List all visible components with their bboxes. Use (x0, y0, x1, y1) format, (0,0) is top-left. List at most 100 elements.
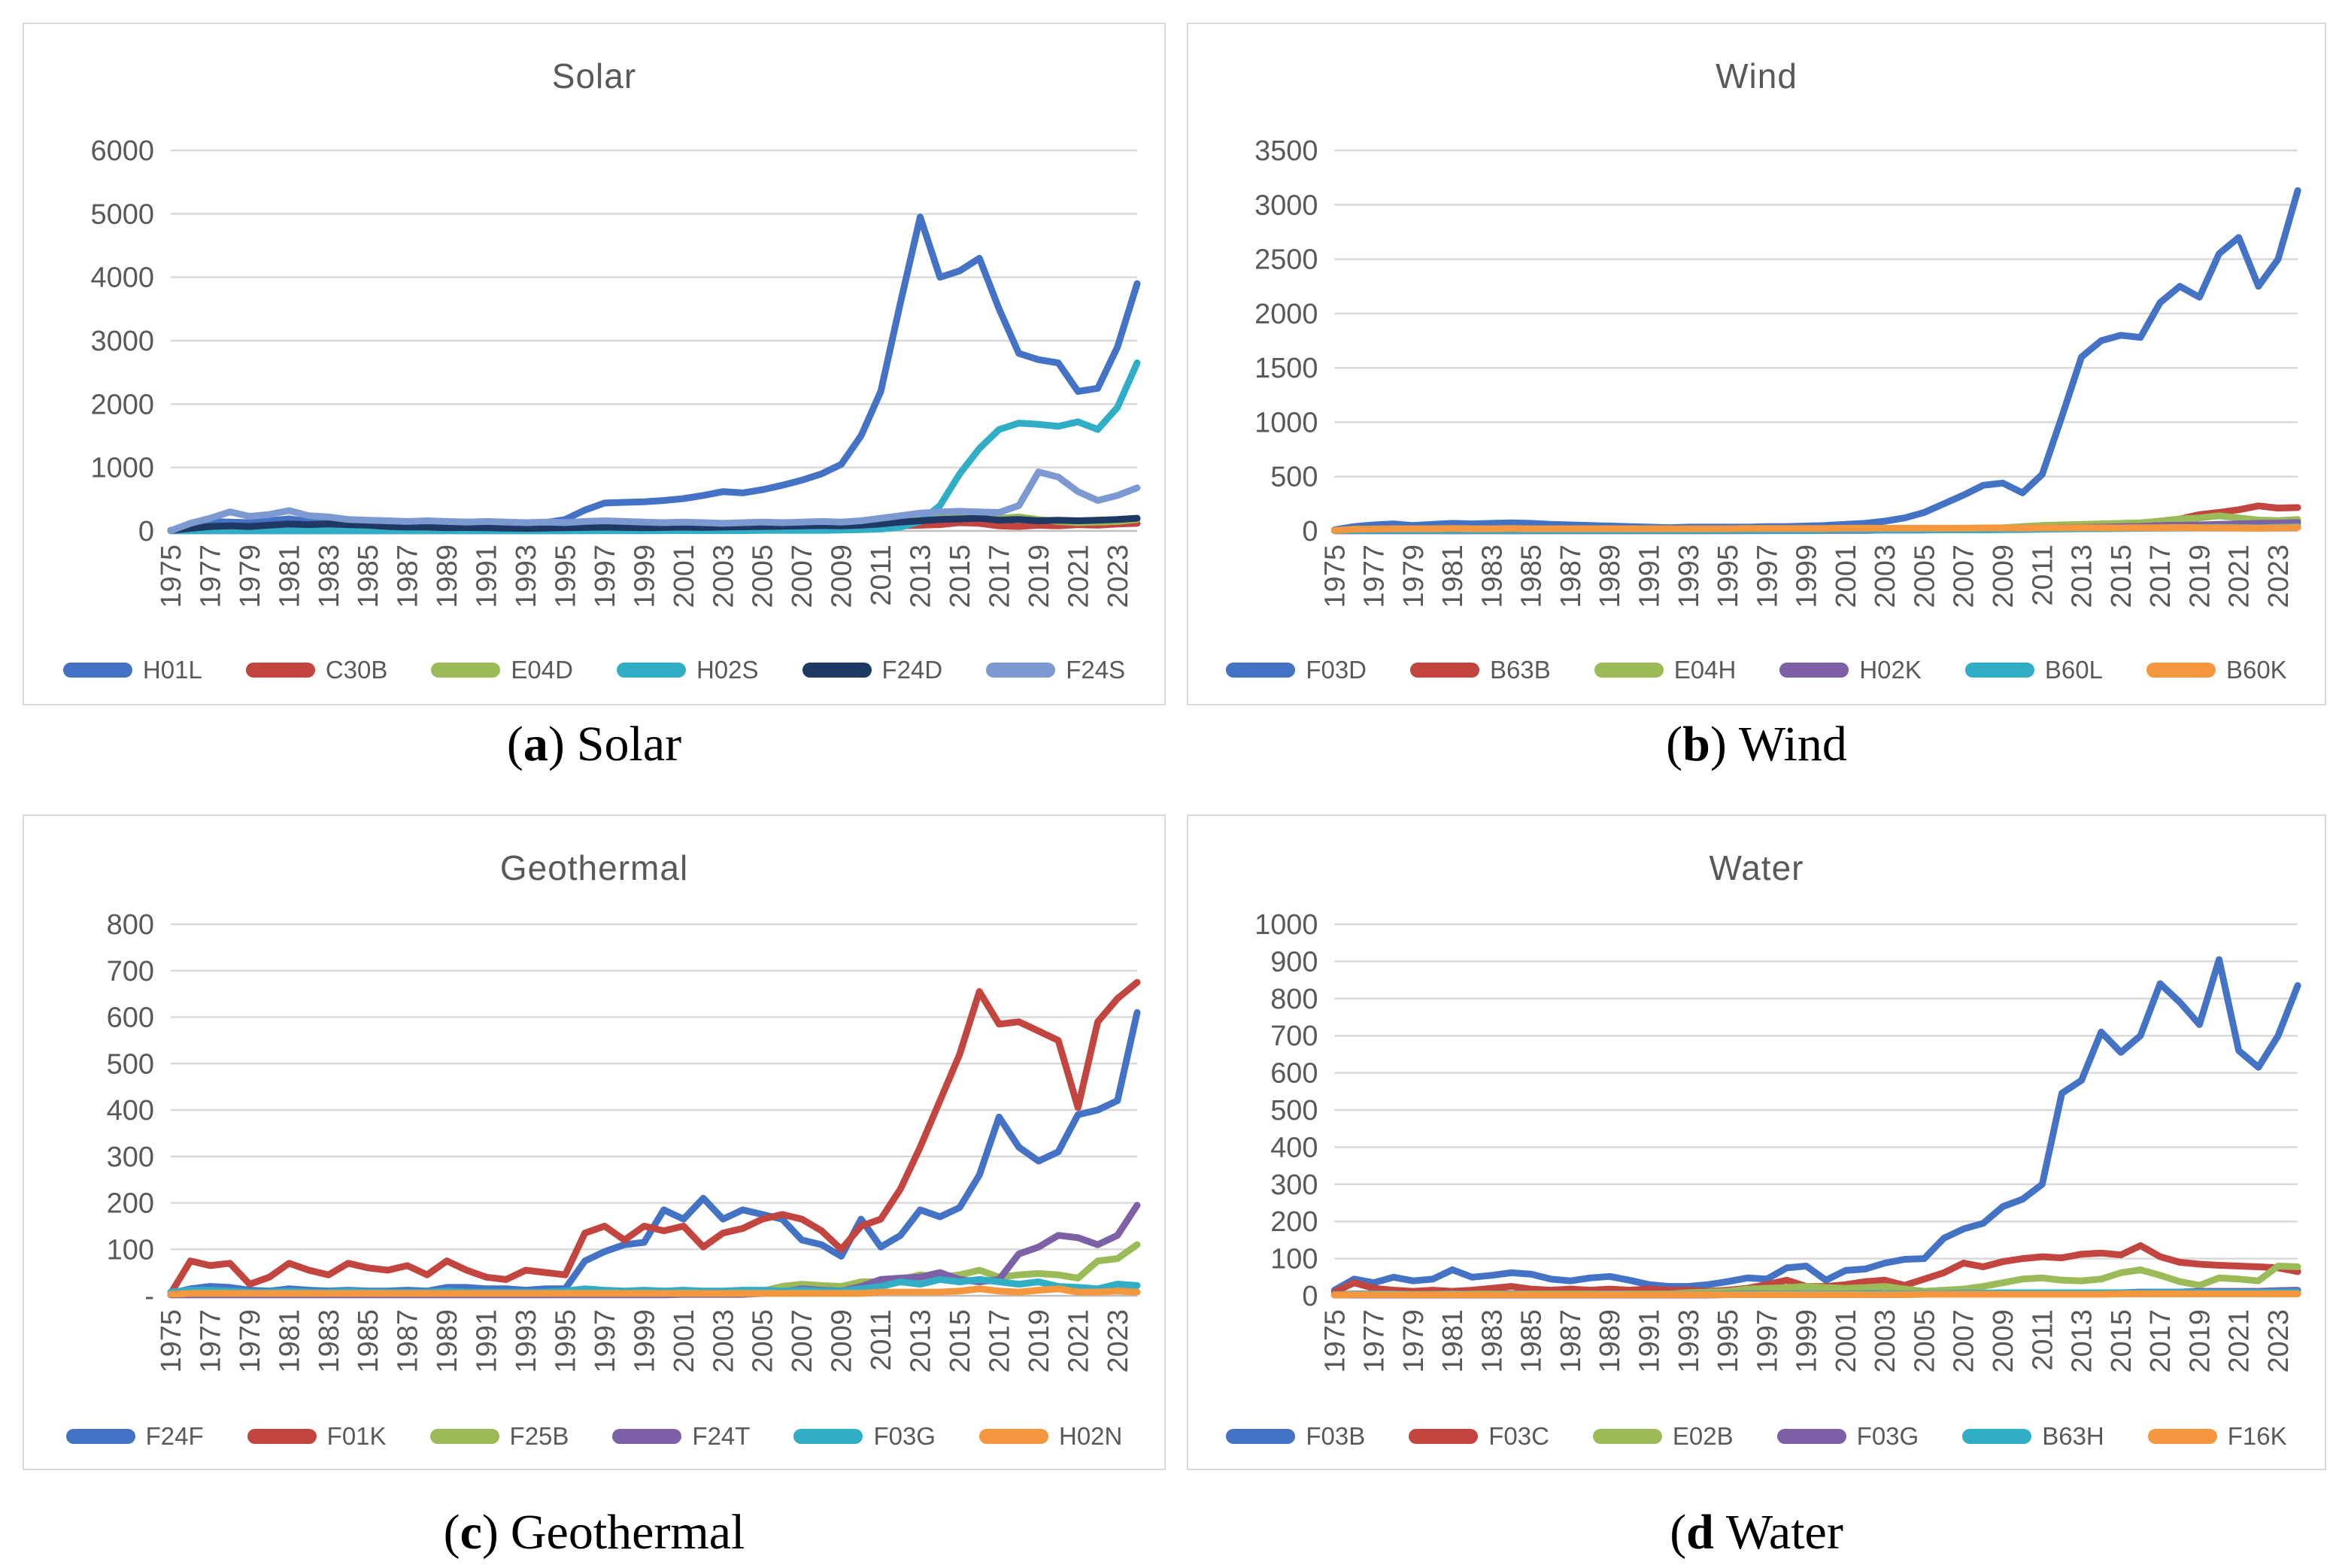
legend-item-H02S: H02S (616, 656, 759, 684)
x-tick-label: 1985 (353, 544, 384, 608)
legend-item-B63H: B63H (1962, 1422, 2104, 1451)
x-tick-label: 1999 (629, 1309, 660, 1373)
x-tick-label: 2023 (1103, 544, 1134, 608)
legend-swatch-icon (1962, 1429, 2032, 1444)
x-tick-label: 2021 (2224, 544, 2256, 608)
legend-swatch-icon (1964, 663, 2034, 678)
y-tick-label: 1000 (1254, 909, 1318, 941)
legend-item-H01L: H01L (62, 656, 202, 684)
y-tick-label: 100 (107, 1234, 154, 1266)
x-tick-label: 2023 (2263, 1309, 2295, 1373)
legend-label: C30B (325, 656, 388, 684)
y-tick-label: 500 (1270, 462, 1318, 493)
x-tick-label: 1987 (1555, 544, 1587, 608)
x-tick-label: 2019 (1024, 1309, 1055, 1373)
legend-item-F03G: F03G (1776, 1422, 1919, 1451)
x-tick-label: 1983 (314, 1309, 345, 1373)
legend-label: F01K (326, 1422, 387, 1450)
legend-label: E04D (511, 656, 573, 684)
water-chart-title: Water (1709, 848, 1804, 887)
legend-swatch-icon (1409, 1429, 1479, 1444)
x-tick-label: 2015 (2106, 1309, 2137, 1373)
legend-swatch-icon (247, 1429, 317, 1444)
caption-letter: b (1682, 717, 1710, 772)
y-tick-label: 400 (1270, 1132, 1318, 1163)
caption-paren: ( (1666, 717, 1683, 772)
x-tick-label: 2017 (984, 1309, 1015, 1373)
x-tick-label: 1985 (353, 1309, 384, 1373)
series-line-H01L (167, 214, 1141, 535)
legend-swatch-icon (65, 1429, 135, 1444)
caption-wind: (b) Wind (1187, 716, 2326, 773)
x-tick-label: 2019 (2184, 544, 2216, 608)
x-tick-label: 2015 (2106, 544, 2137, 608)
x-tick-label: 2011 (2027, 544, 2058, 606)
legend-item-B60K: B60K (2146, 656, 2287, 684)
legend-item-B63B: B63B (1410, 656, 1551, 684)
caption-label: Geothermal (510, 1505, 745, 1560)
legend-label: F16K (2227, 1422, 2287, 1450)
legend-item-F16K: F16K (2147, 1422, 2287, 1451)
x-tick-label: 1995 (1713, 544, 1744, 608)
x-tick-label: 1979 (235, 1309, 266, 1373)
x-tick-label: 1975 (1319, 544, 1351, 608)
y-tick-label: 4000 (90, 262, 154, 294)
x-tick-label: 2005 (1909, 1309, 1940, 1373)
legend-label: F24T (692, 1422, 751, 1450)
legend-swatch-icon (245, 663, 315, 678)
legend-swatch-icon (978, 1429, 1048, 1444)
x-tick-label: 1977 (195, 1309, 226, 1373)
x-tick-label: 1977 (1359, 1309, 1391, 1373)
legend-swatch-icon (1776, 1429, 1846, 1444)
y-tick-label: 1000 (1254, 407, 1318, 438)
y-tick-label: 2500 (1254, 244, 1318, 276)
caption-paren: ) (481, 1505, 499, 1560)
x-tick-label: 2019 (1024, 544, 1055, 608)
x-tick-label: 1983 (314, 544, 345, 608)
x-tick-label: 1977 (195, 544, 226, 608)
x-tick-label: 2021 (1063, 544, 1094, 608)
legend-swatch-icon (1592, 1429, 1662, 1444)
solar-chart-panel: Solar 0 1000 2000 3000 4000 5000 6000 1975 1977 1… (23, 23, 1166, 705)
x-tick-label: 1993 (1673, 544, 1705, 608)
solar-chart-canvas: 0 1000 2000 3000 4000 5000 6000 1975 1977 1979 198… (90, 135, 1141, 608)
caption-solar: (a) Solar (23, 716, 1166, 773)
y-tick-label: 100 (1270, 1244, 1318, 1275)
x-tick-label: 2001 (669, 1309, 700, 1373)
y-tick-label: 800 (107, 909, 154, 941)
legend-label: E04H (1673, 656, 1737, 684)
x-tick-label: 1985 (1516, 1309, 1548, 1373)
x-tick-label: 1981 (1437, 544, 1469, 608)
legend-swatch-icon (431, 663, 501, 678)
y-tick-label: 600 (107, 1002, 154, 1034)
x-tick-label: 2013 (2067, 1309, 2098, 1373)
x-tick-label: 1989 (432, 1309, 463, 1373)
x-tick-label: 1997 (590, 1309, 621, 1373)
y-tick-label: 300 (107, 1142, 154, 1173)
legend-swatch-icon (986, 663, 1056, 678)
y-tick-label: 700 (1270, 1021, 1318, 1052)
legend-item-F24T: F24T (612, 1422, 750, 1451)
x-tick-label: 2019 (2184, 1309, 2216, 1373)
legend-label: B60K (2225, 656, 2287, 684)
y-tick-label: 0 (1302, 516, 1318, 547)
x-tick-label: 2013 (906, 1309, 937, 1373)
x-tick-label: 2011 (866, 544, 897, 606)
legend-item-F25B: F25B (429, 1422, 569, 1451)
legend-label: F03D (1306, 656, 1367, 684)
x-tick-label: 2003 (1870, 1309, 1901, 1373)
legend-item-H02N: H02N (978, 1422, 1122, 1451)
caption-paren: ) (1710, 717, 1727, 772)
legend-label: H02S (696, 656, 759, 684)
legend-item-F01K: F01K (247, 1422, 387, 1451)
legend-swatch-icon (616, 663, 686, 678)
legend-label: B63H (2042, 1422, 2104, 1450)
legend-swatch-icon (1226, 1429, 1296, 1444)
x-tick-label: 2017 (2145, 544, 2177, 608)
x-tick-label: 1975 (156, 544, 187, 608)
x-tick-label: 2005 (748, 1309, 779, 1373)
wind-chart-canvas: 0 500 1000 1500 2000 2500 3000 3500 1975 1977 1979… (1254, 135, 2301, 608)
x-tick-label: 1999 (1791, 1309, 1823, 1373)
x-tick-label: 2007 (1949, 544, 1980, 608)
legend-label: F03C (1488, 1422, 1549, 1450)
